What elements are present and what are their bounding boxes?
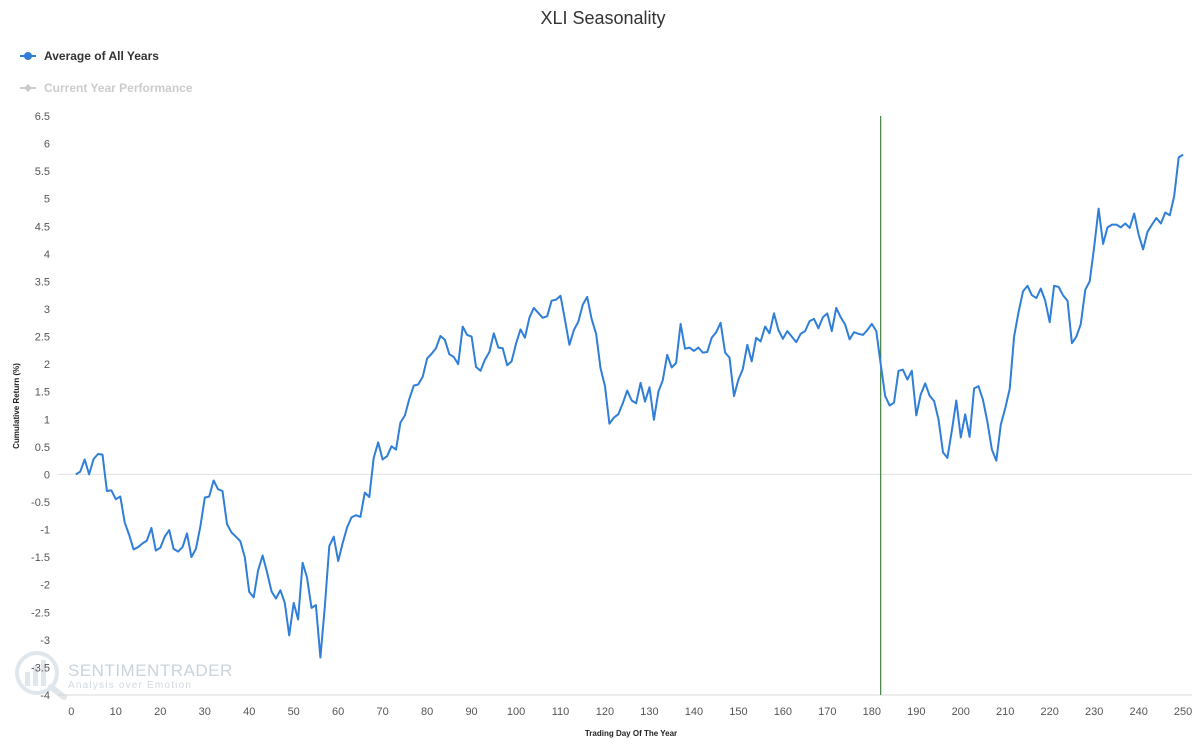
y-tick-label: -1 bbox=[40, 525, 50, 537]
x-tick-label: 170 bbox=[818, 706, 836, 718]
y-tick-label: 1.5 bbox=[35, 387, 50, 399]
x-tick-label: 70 bbox=[377, 706, 389, 718]
x-tick-label: 60 bbox=[332, 706, 344, 718]
y-tick-label: 6.5 bbox=[35, 111, 50, 123]
x-tick-label: 150 bbox=[729, 706, 747, 718]
x-tick-label: 210 bbox=[996, 706, 1014, 718]
legend-diamond-icon bbox=[24, 84, 32, 92]
x-tick-label: 100 bbox=[507, 706, 525, 718]
x-tick-label: 30 bbox=[199, 706, 211, 718]
series-layer bbox=[75, 116, 1184, 695]
y-tick-label: 0.5 bbox=[35, 442, 50, 454]
y-tick-label: 3.5 bbox=[35, 276, 50, 288]
y-tick-label: -3 bbox=[40, 635, 50, 647]
x-tick-label: 130 bbox=[640, 706, 658, 718]
x-tick-label: 80 bbox=[421, 706, 433, 718]
x-tick-label: 120 bbox=[596, 706, 614, 718]
x-tick-label: 250 bbox=[1174, 706, 1192, 718]
x-axis: 0 10 20 30 40 50 60 70 80 90 100 110 120 130 140 150 160… bbox=[68, 706, 1192, 718]
legend-item-current-year[interactable]: Current Year Performance bbox=[20, 81, 193, 95]
y-axis: -4 -3.5 -3 -2.5 -2 -1.5 -1 -0.5 0 0.5 1 1.5 2 2.5 3 3.5… bbox=[31, 111, 50, 702]
x-tick-label: 0 bbox=[68, 706, 74, 718]
legend: Average of All Years Current Year Perfor… bbox=[20, 49, 193, 95]
x-tick-label: 200 bbox=[952, 706, 970, 718]
x-tick-label: 160 bbox=[774, 706, 792, 718]
y-axis-label: Cumulative Return (%) bbox=[12, 363, 21, 449]
legend-label-average: Average of All Years bbox=[44, 49, 159, 63]
watermark-name: SENTIMENTRADER bbox=[68, 661, 233, 680]
legend-item-average[interactable]: Average of All Years bbox=[20, 49, 159, 63]
y-tick-label: 4 bbox=[44, 249, 50, 261]
y-tick-label: 3 bbox=[44, 304, 50, 316]
y-tick-label: 6 bbox=[44, 139, 50, 151]
y-tick-label: -2 bbox=[40, 580, 50, 592]
y-tick-label: 5.5 bbox=[35, 166, 50, 178]
x-tick-label: 220 bbox=[1041, 706, 1059, 718]
y-tick-label: 4.5 bbox=[35, 221, 50, 233]
x-tick-label: 20 bbox=[154, 706, 166, 718]
y-tick-label: 0 bbox=[44, 469, 50, 481]
legend-label-current-year: Current Year Performance bbox=[44, 81, 193, 95]
legend-marker-icon bbox=[24, 52, 32, 60]
watermark-tagline: Analysis over Emotion bbox=[68, 680, 192, 691]
y-tick-label: -4 bbox=[40, 690, 50, 702]
x-tick-label: 40 bbox=[243, 706, 255, 718]
y-tick-label: 2.5 bbox=[35, 332, 50, 344]
x-tick-label: 140 bbox=[685, 706, 703, 718]
x-tick-label: 110 bbox=[552, 706, 570, 718]
x-tick-label: 50 bbox=[288, 706, 300, 718]
y-tick-label: -3.5 bbox=[31, 662, 50, 674]
x-tick-label: 240 bbox=[1129, 706, 1147, 718]
chart-title: XLI Seasonality bbox=[540, 8, 665, 28]
y-tick-label: -0.5 bbox=[31, 497, 50, 509]
x-tick-label: 90 bbox=[465, 706, 477, 718]
x-axis-label: Trading Day Of The Year bbox=[585, 729, 677, 738]
x-tick-label: 10 bbox=[110, 706, 122, 718]
y-tick-label: 2 bbox=[44, 359, 50, 371]
series-line-0[interactable] bbox=[75, 153, 1184, 659]
y-tick-label: 1 bbox=[44, 414, 50, 426]
y-tick-label: -2.5 bbox=[31, 607, 50, 619]
y-tick-label: -1.5 bbox=[31, 552, 50, 564]
x-tick-label: 180 bbox=[863, 706, 881, 718]
plot-area bbox=[58, 473, 1192, 696]
y-tick-label: 5 bbox=[44, 194, 50, 206]
x-tick-label: 230 bbox=[1085, 706, 1103, 718]
x-tick-label: 190 bbox=[907, 706, 925, 718]
